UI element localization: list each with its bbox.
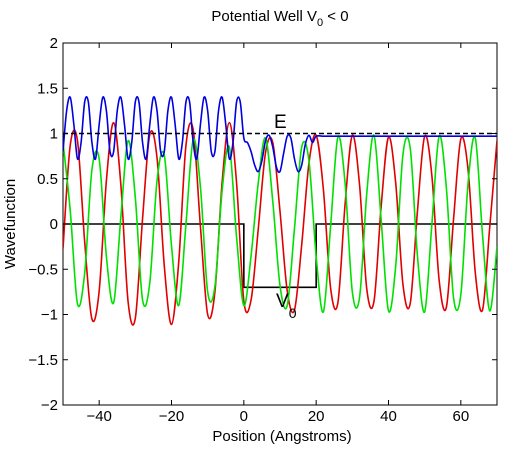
series-line-2 [63,134,497,313]
y-tick-label: 1 [50,126,58,143]
chart-title: Potential Well V0 < 0 [211,8,348,29]
x-tick-label: 20 [308,408,325,425]
y-tick-label: 0 [50,216,58,233]
y-tick-label: −1.5 [28,352,58,369]
energy-label: E [274,112,287,133]
series-layer [63,95,497,326]
chart-title-subscript: 0 [317,17,323,29]
x-tick-label: 60 [452,408,469,425]
y-tick-label: 1.5 [37,80,58,97]
series-line-3 [63,95,497,174]
x-axis-label: Position (Angstroms) [212,428,351,445]
axis-ticks: −40 −20 0 20 40 60 2 1.5 1 0.5 0 −0.5 −1 −1.5 −2 [28,35,497,425]
x-tick-label: −20 [159,408,184,425]
y-tick-label: −0.5 [28,261,58,278]
chart-title-tail: < 0 [323,8,348,25]
potential-label-main: V [276,291,289,312]
potential-label-subscript: 0 [289,305,297,321]
y-axis-label: Wavefunction [2,179,19,269]
x-tick-label: 0 [240,408,248,425]
y-tick-label: −2 [41,397,58,414]
x-tick-label: 40 [380,408,397,425]
x-tick-label: −40 [86,408,111,425]
chart-title-main: Potential Well V [211,8,317,25]
y-tick-label: 0.5 [37,171,58,188]
y-tick-label: −1 [41,307,58,324]
potential-label: V0 [276,291,297,321]
y-tick-label: 2 [50,35,58,52]
